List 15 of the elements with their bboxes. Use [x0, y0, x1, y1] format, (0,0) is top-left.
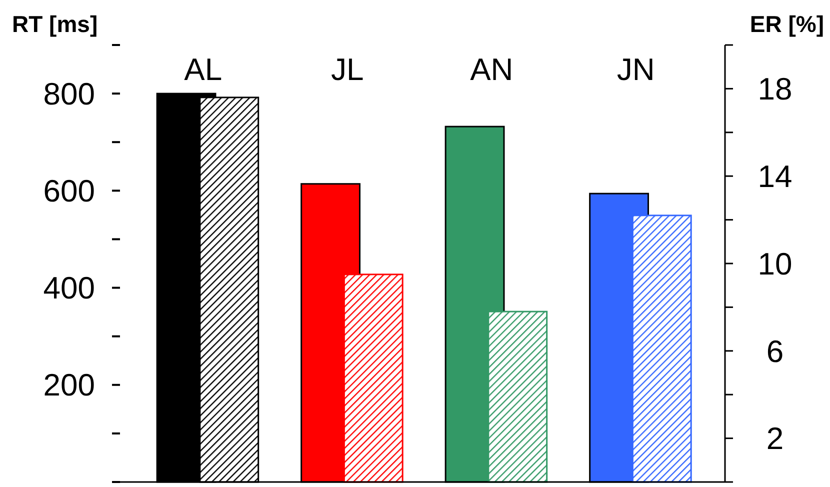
x-tick-label: JL: [331, 52, 364, 87]
y2-tick-label: 2: [766, 421, 784, 456]
x-tick-label: JN: [616, 52, 655, 87]
y2-tick-label: 6: [766, 334, 784, 369]
y2-tick-label: 14: [758, 158, 792, 194]
x-tick-label: AN: [470, 52, 514, 87]
y2-tick-label: 10: [758, 246, 792, 282]
y-tick-label: 600: [43, 174, 95, 209]
y-tick-label: 800: [43, 76, 95, 112]
y-axis-title: RT [ms]: [12, 11, 98, 37]
y2-tick-label: 18: [758, 72, 792, 107]
x-tick-label: AL: [184, 52, 222, 87]
y2-axis-title: ER [%]: [750, 11, 824, 37]
y-tick-label: 400: [43, 270, 95, 306]
y-tick-label: 200: [43, 368, 95, 403]
